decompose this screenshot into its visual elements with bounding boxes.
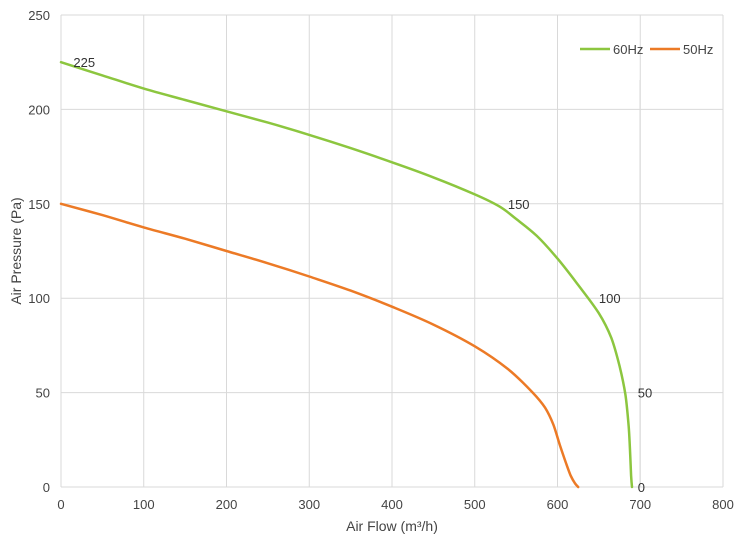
y-axis-title: Air Pressure (Pa) [8,197,24,304]
gridlines [60,14,724,488]
point-label-150: 150 [508,197,530,212]
point-label-225: 225 [73,55,95,70]
y-tick-label-0: 0 [43,480,50,495]
x-axis-tick-labels: 0 100 200 300 400 500 600 700 800 [57,497,733,512]
y-tick-label-100: 100 [28,291,50,306]
legend-label-60hz: 60Hz [613,42,643,57]
y-tick-label-50: 50 [36,386,50,401]
x-tick-label-100: 100 [133,497,155,512]
point-annotations: 225 150 100 50 0 [73,55,652,495]
series-line-60hz [59,60,634,489]
series-lines [59,60,634,489]
point-label-50: 50 [638,386,652,401]
y-tick-label-150: 150 [28,197,50,212]
x-axis-title: Air Flow (m³/h) [346,518,438,534]
x-tick-label-200: 200 [216,497,238,512]
x-tick-label-700: 700 [629,497,651,512]
x-tick-label-0: 0 [57,497,64,512]
legend-label-50hz: 50Hz [683,42,713,57]
y-tick-label-200: 200 [28,102,50,117]
x-tick-label-800: 800 [712,497,734,512]
x-tick-label-400: 400 [381,497,403,512]
point-label-100: 100 [599,291,621,306]
series-line-50hz [59,202,580,489]
y-axis-tick-labels: 0 50 100 150 200 250 [28,8,50,495]
y-tick-label-250: 250 [28,8,50,23]
x-tick-label-300: 300 [298,497,320,512]
x-tick-label-500: 500 [464,497,486,512]
x-tick-label-600: 600 [547,497,569,512]
legend: 60Hz 50Hz [580,42,713,57]
point-label-0: 0 [638,480,645,495]
